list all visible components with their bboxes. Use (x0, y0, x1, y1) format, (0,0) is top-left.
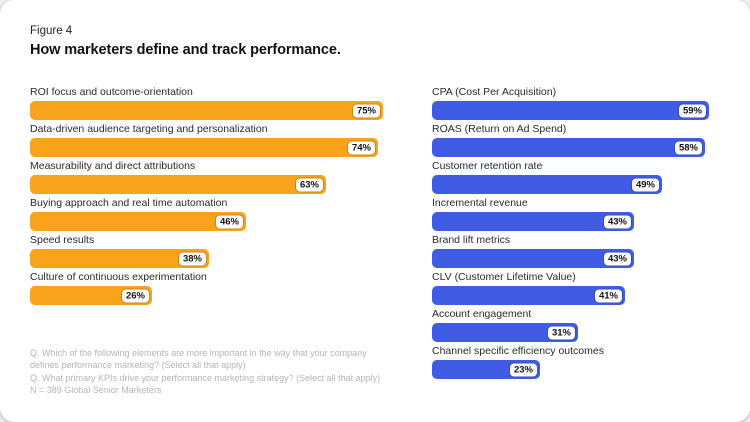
bar-label: Culture of continuous experimentation (30, 271, 207, 283)
bar: 46% (30, 212, 246, 231)
bar-row: ROAS (Return on Ad Spend) 58% (432, 123, 724, 157)
figure-label: Figure 4 (30, 25, 73, 37)
bar-row: Measurability and direct attributions 63% (30, 160, 402, 194)
bar-label: ROAS (Return on Ad Spend) (432, 123, 567, 135)
bar-label: Customer retention rate (432, 160, 543, 172)
bar-label: Speed results (30, 234, 95, 246)
bar-label: CLV (Customer Lifetime Value) (432, 271, 576, 283)
bar: 31% (432, 323, 578, 342)
bar-label: Brand lift metrics (432, 234, 511, 246)
bar-row: Brand lift metrics 43% (432, 234, 724, 268)
bar: 23% (432, 360, 540, 379)
bar-row: Culture of continuous experimentation 26% (30, 271, 402, 305)
bar-row: Buying approach and real time automation… (30, 197, 402, 231)
bar-row: Account engagement 31% (432, 308, 724, 342)
footnote-line: N = 389 Global Senior Marketers (30, 384, 162, 395)
bar-label: Measurability and direct attributions (30, 160, 196, 172)
bar: 43% (432, 249, 634, 268)
bar: 75% (30, 101, 383, 120)
bar: 43% (432, 212, 634, 231)
bar-value-badge: 74% (347, 141, 375, 154)
bar-label: Incremental revenue (432, 197, 528, 209)
bar-row: Customer retention rate 49% (432, 160, 724, 194)
bar-row: CLV (Customer Lifetime Value) 41% (432, 271, 724, 305)
bar-value-badge: 59% (678, 104, 706, 117)
bar-row: Speed results 38% (30, 234, 402, 268)
bar-row: Incremental revenue 43% (432, 197, 724, 231)
footnote-line: defines performance marketing? (Select a… (30, 360, 246, 371)
bar-label: ROI focus and outcome-orientation (30, 86, 193, 98)
bar: 26% (30, 286, 152, 305)
bar-label: Account engagement (432, 308, 532, 320)
bar: 38% (30, 249, 209, 268)
bar-row: Data-driven audience targeting and perso… (30, 123, 402, 157)
bar-chart-definitions: ROI focus and outcome-orientation 75% Data… (30, 86, 402, 308)
bar-value-badge: 58% (674, 141, 702, 154)
bar-value-badge: 43% (603, 252, 631, 265)
footnotes: Q. Which of the following elements are m… (30, 347, 380, 396)
figure-title: How marketers define and track performan… (30, 42, 341, 58)
bar-value-badge: 23% (509, 363, 537, 376)
bar: 74% (30, 138, 378, 157)
bar: 49% (432, 175, 662, 194)
bar-value-badge: 43% (603, 215, 631, 228)
bar-label: CPA (Cost Per Acquisition) (432, 86, 557, 98)
bar-row: ROI focus and outcome-orientation 75% (30, 86, 402, 120)
bar-value-badge: 41% (594, 289, 622, 302)
bar-chart-kpis: CPA (Cost Per Acquisition) 59% ROAS (Retur… (432, 86, 724, 382)
bar-row: CPA (Cost Per Acquisition) 59% (432, 86, 724, 120)
bar: 41% (432, 286, 625, 305)
bar-value-badge: 26% (121, 289, 149, 302)
footnote-line: Q. What primary KPIs drive your performa… (30, 372, 381, 383)
bar-value-badge: 63% (295, 178, 323, 191)
bar-value-badge: 46% (215, 215, 243, 228)
footnote-line: Q. Which of the following elements are m… (30, 348, 367, 358)
bar-label: Buying approach and real time automation (30, 197, 228, 209)
bar: 58% (432, 138, 705, 157)
bar-value-badge: 38% (178, 252, 206, 265)
bar-value-badge: 49% (631, 178, 659, 191)
bar-value-badge: 31% (547, 326, 575, 339)
bar-value-badge: 75% (352, 104, 380, 117)
bar-label: Channel specific efficiency outcomes (432, 345, 604, 357)
bar: 59% (432, 101, 709, 120)
bar: 63% (30, 175, 326, 194)
bar-row: Channel specific efficiency outcomes 23% (432, 345, 724, 379)
bar-label: Data-driven audience targeting and perso… (30, 123, 268, 135)
